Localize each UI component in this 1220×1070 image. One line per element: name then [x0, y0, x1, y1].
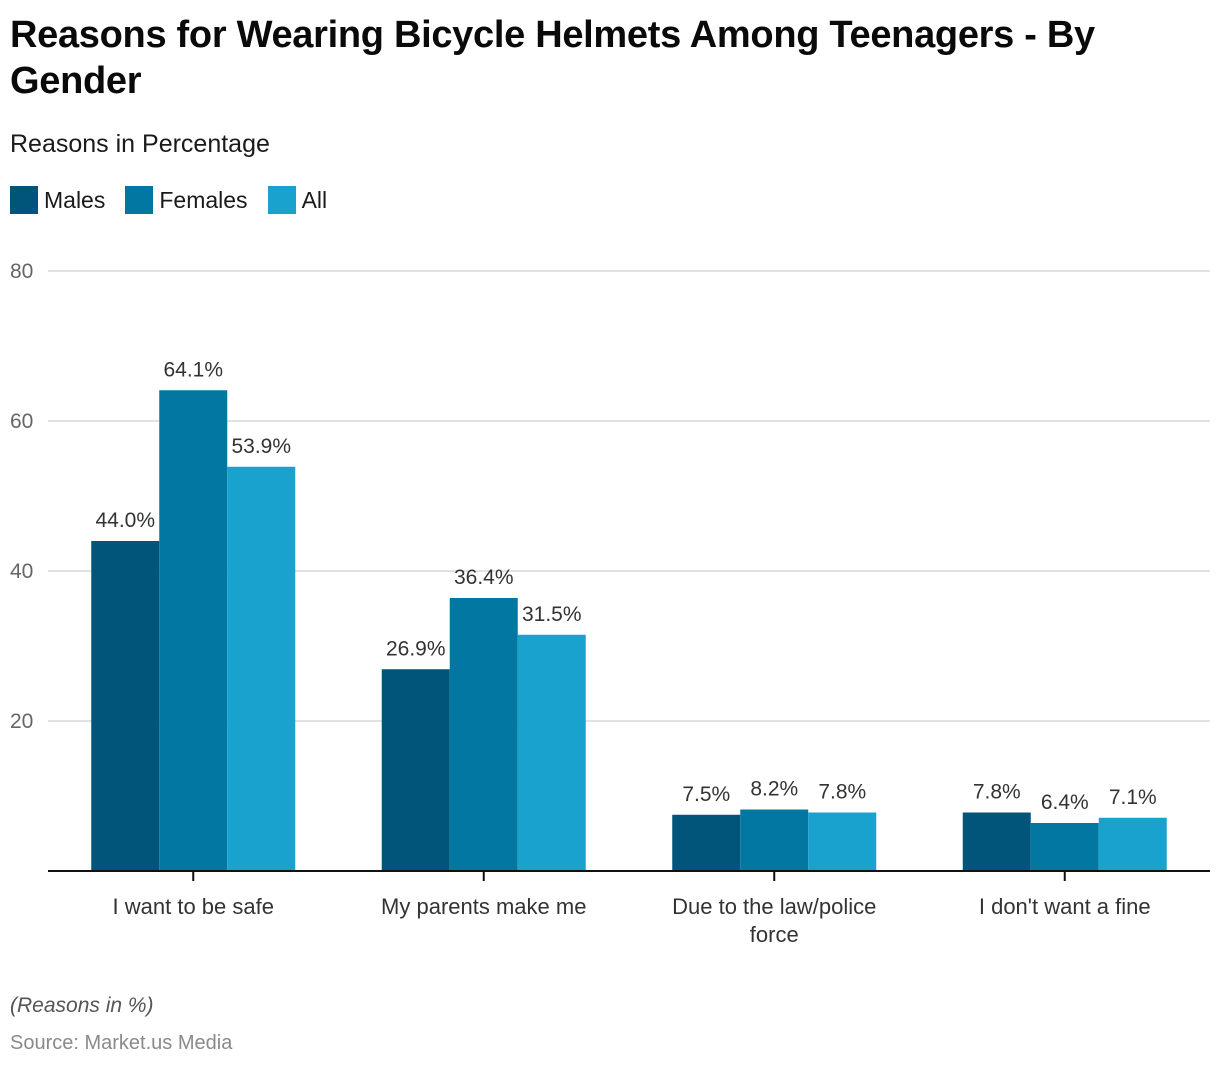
legend-swatch-all: [267, 186, 296, 214]
bar-females: [449, 598, 518, 871]
x-tick-label: force: [750, 922, 799, 947]
data-label: 36.4%: [454, 566, 514, 589]
bar-females: [1030, 823, 1099, 871]
data-label: 7.5%: [682, 783, 730, 806]
data-label: 8.2%: [750, 778, 798, 801]
bar-males: [91, 541, 160, 871]
data-label: 6.4%: [1041, 791, 1089, 814]
chart-title: Reasons for Wearing Bicycle Helmets Amon…: [10, 14, 1095, 102]
data-label: 7.8%: [818, 781, 866, 804]
bar-all: [517, 634, 586, 871]
legend-label-males: Males: [44, 186, 106, 213]
x-tick-label: My parents make me: [381, 894, 586, 919]
x-tick-label: I want to be safe: [113, 894, 274, 919]
y-tick-label: 60: [10, 410, 33, 433]
legend-item-females[interactable]: Females: [125, 186, 248, 214]
chart-source: Source: Market.us Media: [10, 1032, 233, 1054]
bar-males: [962, 812, 1031, 871]
y-tick-label: 80: [10, 260, 33, 283]
data-label: 26.9%: [386, 637, 446, 660]
data-label: 7.1%: [1109, 786, 1157, 809]
bar-males: [381, 669, 450, 871]
legend-swatch-females: [125, 186, 154, 214]
legend-label-all: All: [301, 186, 328, 213]
data-label: 7.8%: [973, 781, 1021, 804]
legend-item-all[interactable]: All: [267, 186, 328, 214]
chart-note: (Reasons in %): [10, 994, 154, 1017]
bar-all: [808, 812, 877, 871]
data-label: 44.0%: [95, 509, 155, 532]
bar-males: [672, 814, 741, 871]
legend-label-females: Females: [159, 186, 248, 213]
data-label: 31.5%: [522, 603, 582, 626]
bar-females: [740, 809, 809, 871]
chart-subtitle: Reasons in Percentage: [10, 130, 270, 158]
y-tick-label: 20: [10, 710, 33, 733]
data-label: 53.9%: [231, 435, 291, 458]
bar-all: [227, 466, 296, 871]
data-label: 64.1%: [163, 358, 223, 381]
bar-all: [1098, 817, 1167, 871]
x-tick-label: Due to the law/police: [672, 894, 876, 919]
x-tick-label: I don't want a fine: [979, 894, 1151, 919]
y-tick-label: 40: [10, 560, 33, 583]
legend-swatch-males: [10, 186, 38, 214]
legend: Males Females All: [10, 186, 347, 214]
legend-item-males[interactable]: Males: [10, 186, 105, 214]
bar-females: [159, 390, 228, 871]
